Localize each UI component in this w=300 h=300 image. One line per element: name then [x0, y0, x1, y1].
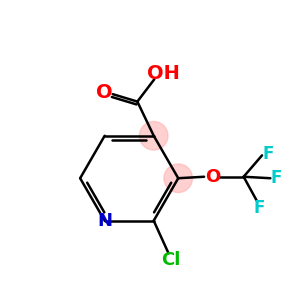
- Circle shape: [164, 164, 193, 193]
- Circle shape: [140, 122, 168, 150]
- Text: O: O: [205, 168, 220, 186]
- Text: F: F: [271, 169, 282, 187]
- Text: Cl: Cl: [161, 251, 181, 269]
- Text: OH: OH: [147, 64, 180, 83]
- Text: F: F: [262, 145, 274, 163]
- Text: F: F: [254, 199, 265, 217]
- Text: N: N: [97, 212, 112, 230]
- Text: O: O: [96, 83, 113, 102]
